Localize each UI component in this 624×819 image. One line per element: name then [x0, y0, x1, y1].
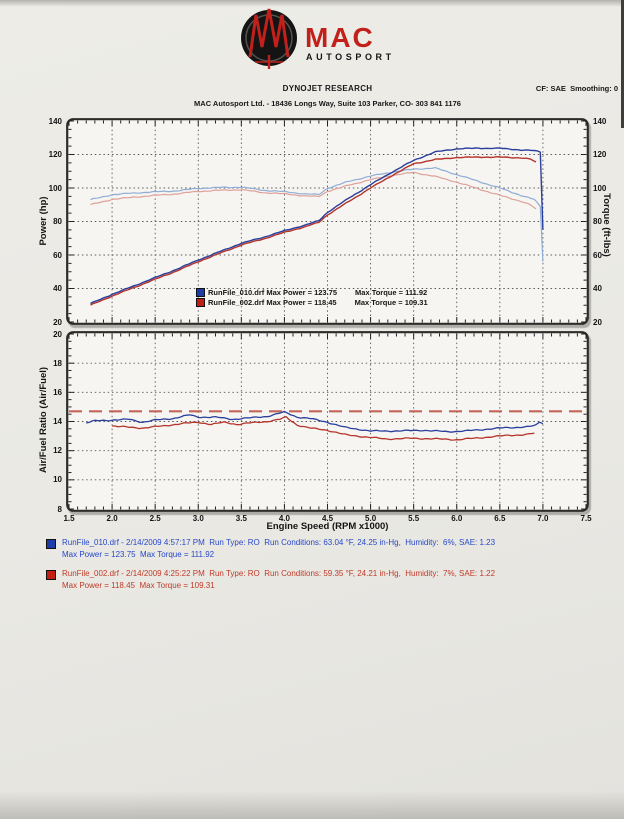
y-tick-label-right: 20: [593, 317, 602, 327]
y-tick-label-right: 40: [593, 284, 602, 293]
y-tick-label-right: 140: [593, 116, 607, 126]
y-tick-label-left: 120: [48, 150, 62, 159]
run-summary-1: RunFile_010.drf - 2/14/2009 4:57:17 PM R…: [46, 537, 495, 560]
power-axis-title: Power (hp): [38, 196, 49, 246]
run1-swatch: [46, 539, 56, 549]
run2-results: Max Power = 118.45 Max Torque = 109.31: [62, 580, 215, 590]
x-tick-label: 3.5: [235, 514, 247, 523]
logo-mark-icon: MAC AUTOSPORT: [241, 8, 395, 69]
legend-swatch-run2: [196, 297, 205, 307]
series-runfile-010-torque-ft-lbs: [90, 166, 544, 262]
y-tick-label-left: 12: [53, 446, 62, 456]
y-tick-label-left: 18: [53, 358, 62, 368]
x-tick-label: 6.0: [451, 514, 463, 523]
x-tick-label: 7.0: [537, 514, 549, 523]
y-tick-label-left: 60: [53, 250, 62, 260]
scan-artifact-right-edge: [621, 0, 624, 128]
run1-results: Max Power = 123.75 Max Torque = 111.92: [62, 549, 215, 559]
report-title: DYNOJET RESEARCH: [282, 84, 373, 93]
mac-autosport-logo: MAC AUTOSPORT: [225, 5, 415, 71]
x-tick-label: 6.5: [494, 514, 506, 523]
y-tick-label-left: 20: [53, 317, 62, 327]
chart-legend: RunFile_010.drf Max Power = 123.75 Max T…: [196, 287, 428, 307]
x-tick-label: 5.0: [365, 514, 377, 523]
run-summary-2: RunFile_002.drf - 2/14/2009 4:25:22 PM R…: [46, 568, 495, 591]
y-tick-label-left: 16: [53, 387, 62, 397]
run1-conditions: RunFile_010.drf - 2/14/2009 4:57:17 PM R…: [62, 538, 496, 547]
x-tick-label: 2.5: [149, 514, 161, 523]
logo-brand-text: MAC: [305, 22, 375, 53]
series-runfile-002-afr: [112, 415, 535, 441]
run2-swatch: [46, 570, 56, 580]
run2-conditions: RunFile_002.drf - 2/14/2009 4:25:22 PM R…: [62, 569, 496, 578]
y-tick-label-right: 80: [593, 217, 602, 226]
x-tick-label: 4.0: [278, 514, 290, 523]
legend-torque-run2: Max Torque = 109.31: [354, 297, 428, 307]
y-tick-label-right: 100: [593, 183, 607, 193]
y-tick-label-right: 120: [593, 150, 607, 159]
legend-torque-run1: Max Torque = 111.92: [355, 287, 428, 297]
tick-marks: [68, 120, 587, 323]
y-tick-label-left: 80: [53, 217, 62, 226]
y-tick-label-left: 20: [53, 329, 62, 339]
run-summaries: RunFile_010.drf - 2/14/2009 4:57:17 PM R…: [46, 537, 495, 599]
engine-speed-axis-title: Engine Speed (RPM x1000): [266, 521, 389, 532]
legend-swatch-run1: [196, 287, 205, 297]
y-tick-label-left: 8: [57, 504, 62, 514]
legend-label-run1: RunFile_010.drf Max Power = 123.75: [208, 287, 338, 297]
afr-chart: [66, 331, 589, 512]
legend-row-run1: RunFile_010.drf Max Power = 123.75 Max T…: [196, 287, 428, 297]
x-tick-label: 2.0: [106, 514, 118, 523]
x-tick-label: 4.5: [321, 514, 334, 523]
series-runfile-010-power-hp: [90, 147, 544, 305]
y-tick-label-left: 10: [53, 475, 62, 485]
torque-axis-title: Torque (ft-lbs): [601, 193, 612, 257]
gridlines: [69, 334, 586, 509]
power-torque-chart: [66, 118, 589, 325]
scan-artifact-top-edge: [0, 0, 624, 7]
logo-sub-text: AUTOSPORT: [306, 52, 395, 62]
x-tick-label: 7.5: [580, 514, 592, 523]
run2-text: RunFile_002.drf - 2/14/2009 4:25:22 PM R…: [62, 568, 495, 591]
x-tick-label: 3.0: [192, 514, 204, 523]
series-runfile-010-afr: [86, 410, 544, 433]
y-tick-label-left: 14: [53, 417, 62, 426]
legend-row-run2: RunFile_002.drf Max Power = 118.45 Max T…: [196, 297, 428, 307]
series-runfile-002-power-hp: [90, 156, 537, 306]
logo-waveform-m: [248, 8, 290, 58]
y-tick-label-left: 140: [48, 116, 62, 126]
x-tick-label: 1.5: [63, 514, 75, 523]
series-runfile-002-torque-ft-lbs: [90, 171, 537, 210]
run1-text: RunFile_010.drf - 2/14/2009 4:57:17 PM R…: [62, 537, 495, 560]
legend-label-run2: RunFile_002.drf Max Power = 118.45: [208, 297, 337, 307]
x-tick-label: 5.5: [408, 514, 420, 523]
tick-marks: [68, 333, 587, 510]
scan-artifact-bottom-shade: [0, 791, 624, 819]
y-tick-label-right: 60: [593, 250, 602, 260]
correction-smoothing-label: CF: SAE Smoothing: 0: [535, 84, 618, 93]
y-tick-label-left: 40: [53, 284, 62, 293]
y-tick-label-left: 100: [48, 183, 62, 193]
shop-address-line: MAC Autosport Ltd. - 18436 Longs Way, Su…: [194, 99, 461, 108]
afr-axis-title: Air/Fuel Ratio (Air/Fuel): [38, 366, 49, 474]
